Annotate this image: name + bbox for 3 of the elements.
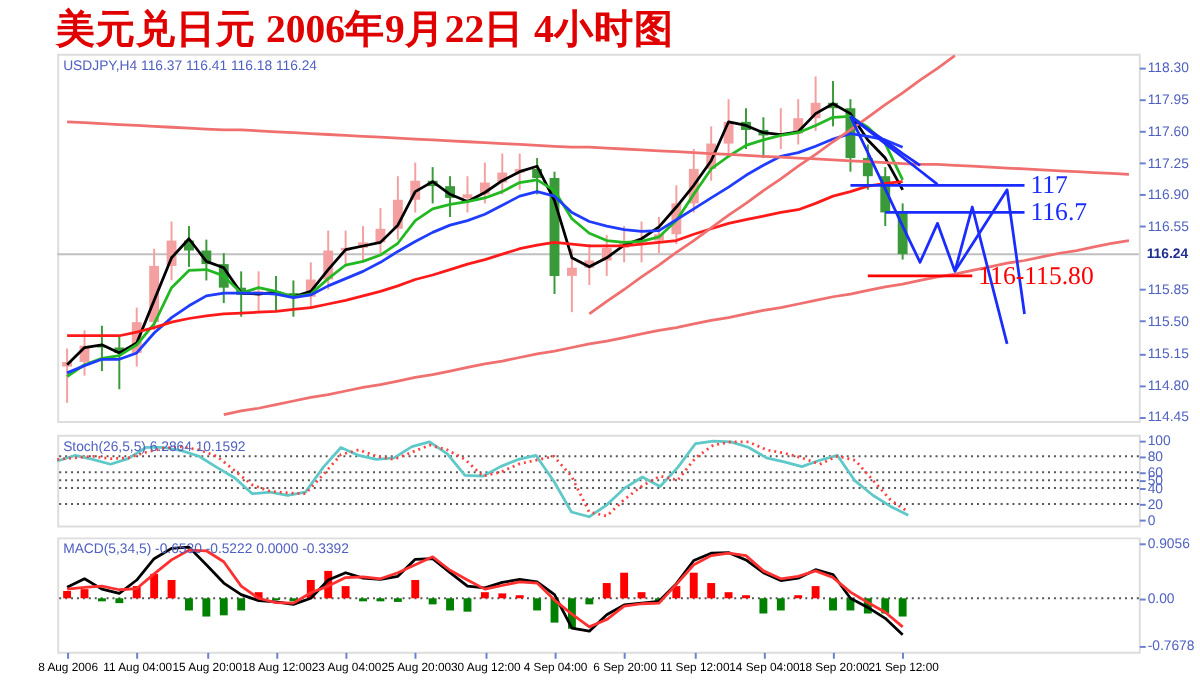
series-label: 116.7 <box>1030 198 1089 227</box>
chart-title: 美元兑日元 2006年9月22日 4小时图 <box>54 5 674 52</box>
series-label: 117 <box>1030 171 1070 200</box>
